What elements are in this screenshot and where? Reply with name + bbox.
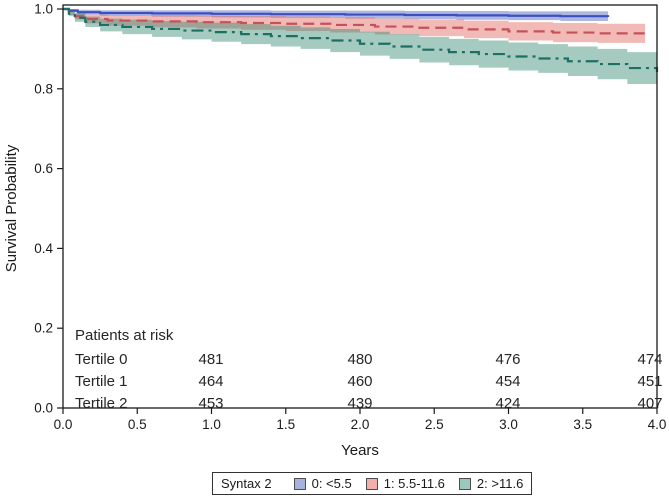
y-tick-label: 0.4 [34,241,53,256]
x-tick-label: 3.0 [499,417,518,432]
confidence-band-tertile-2 [63,9,657,89]
y-tick-label: 1.0 [34,2,53,17]
legend-swatch-teal-icon [458,477,471,490]
x-tick-label: 2.5 [425,417,444,432]
risk-table-column-year2: 480 460 439 [320,349,400,415]
y-axis-title: Survival Probability [3,144,20,272]
survival-curve-tertile-0 [63,7,610,18]
legend-swatch-blue-icon [293,477,306,490]
risk-count: 480 [347,351,373,368]
legend-item-tertile1: 1: 5.5-11.6 [365,476,445,491]
legend-label-tertile2: 2: >11.6 [476,476,524,491]
x-tick-label: 4.0 [648,417,667,432]
risk-count: 481 [198,351,224,368]
y-tick-label: 0.6 [34,161,53,176]
x-tick-label: 0.0 [54,417,73,432]
risk-count: 474 [637,351,663,368]
risk-table-title: Patients at risk [75,327,174,344]
risk-count: 424 [495,395,521,412]
y-tick-label: 0.2 [34,321,53,336]
legend-item-tertile0: 0: <5.5 [293,476,352,491]
risk-table-row-labels: Tertile 0 Tertile 1 Tertile 2 [75,349,128,415]
risk-row-label-tertile0: Tertile 0 [75,351,128,368]
survival-curve-tertile-2 [63,7,659,73]
risk-count: 451 [637,373,663,390]
risk-table-column-year4: 474 451 407 [610,349,669,415]
risk-count: 460 [347,373,373,390]
risk-row-label-tertile1: Tertile 1 [75,373,128,390]
x-tick-label: 3.5 [573,417,592,432]
legend-title: Syntax 2 [221,476,272,491]
risk-count: 407 [637,395,663,412]
legend-label-tertile1: 1: 5.5-11.6 [383,476,445,491]
risk-count: 453 [198,395,224,412]
y-tick-label: 0.0 [34,401,53,416]
x-tick-label: 0.5 [128,417,147,432]
legend-label-tertile0: 0: <5.5 [311,476,352,491]
risk-row-label-tertile2: Tertile 2 [75,395,128,412]
y-tick-label: 0.8 [34,81,53,96]
confidence-band-tertile-0 [63,9,608,22]
legend-box: Syntax 2 0: <5.5 1: 5.5-11.6 2: >11.6 [212,472,533,495]
x-tick-label: 2.0 [351,417,370,432]
confidence-band-tertile-1 [63,9,646,45]
risk-count: 439 [347,395,373,412]
risk-count: 454 [495,373,521,390]
risk-count: 464 [198,373,224,390]
risk-table-column-year1: 481 464 453 [171,349,251,415]
legend-swatch-red-icon [365,477,378,490]
risk-table-column-year3: 476 454 424 [468,349,548,415]
x-axis-title: Years [341,442,379,459]
risk-count: 476 [495,351,521,368]
survival-curve-tertile-1 [63,7,647,35]
x-tick-label: 1.5 [276,417,295,432]
x-tick-label: 1.0 [202,417,221,432]
legend-item-tertile2: 2: >11.6 [458,476,524,491]
